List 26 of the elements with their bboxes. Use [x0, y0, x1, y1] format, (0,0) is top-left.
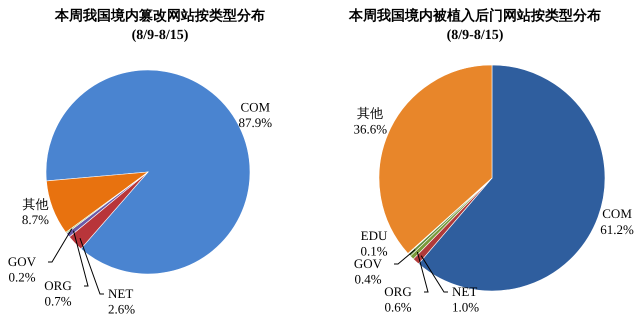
data-label: 36.6%	[353, 121, 388, 136]
slice-label: GOV	[8, 254, 37, 269]
chart-title: 本周我国境内篡改网站按类型分布	[54, 7, 265, 24]
slice-label: NET	[452, 284, 478, 299]
slice-label: COM	[240, 99, 271, 114]
slice-label: ORG	[44, 278, 72, 293]
data-label: 0.7%	[44, 294, 72, 309]
data-label: 8.7%	[22, 212, 50, 228]
data-label: 0.4%	[354, 272, 382, 287]
data-label: 2.6%	[108, 302, 136, 317]
chart-title: 本周我国境内被植入后门网站按类型分布	[348, 7, 601, 24]
data-label: 61.2%	[600, 222, 634, 237]
data-label: 0.1%	[360, 244, 388, 259]
slice-label: ORG	[384, 284, 412, 299]
slice-label: EDU	[360, 228, 388, 243]
chart-subtitle: (8/9-8/15)	[132, 28, 189, 43]
slice-label: 其他	[22, 196, 48, 212]
slice-label: 其他	[357, 106, 384, 121]
slice-label: COM	[602, 206, 632, 222]
data-label: 87.9%	[238, 115, 272, 130]
chart-subtitle: (8/9-8/15)	[446, 28, 504, 43]
data-label: 0.6%	[384, 300, 412, 315]
data-label: 1.0%	[452, 300, 480, 315]
data-label: 0.2%	[8, 270, 36, 285]
slice-label: GOV	[354, 256, 383, 271]
slice-label: NET	[108, 286, 134, 301]
